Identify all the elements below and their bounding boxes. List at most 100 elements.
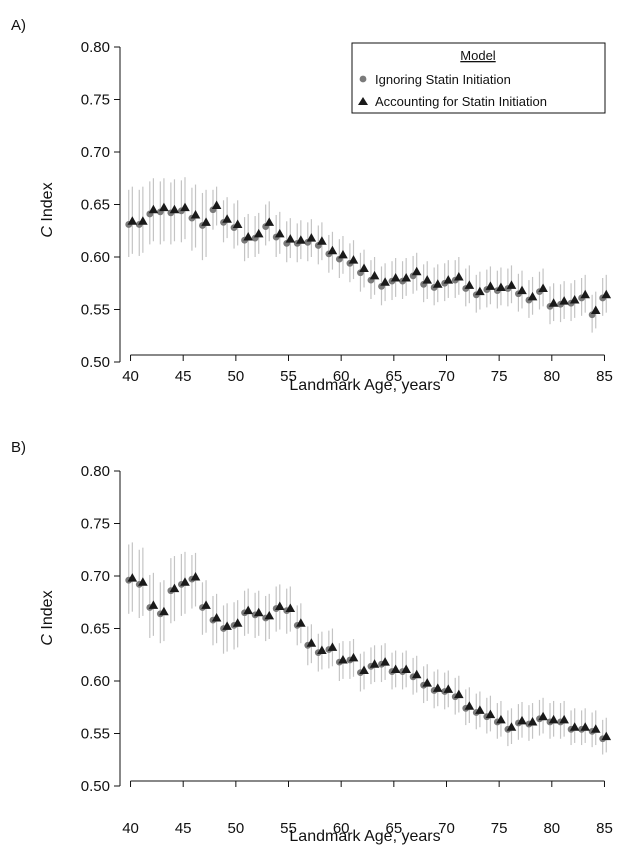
- legend-triangle-marker: [358, 97, 368, 105]
- data-point-triangle: [264, 610, 275, 620]
- data-point-triangle: [506, 280, 517, 289]
- x-tick-label: 85: [596, 820, 613, 837]
- y-tick-label: 0.65: [81, 621, 110, 638]
- x-tick-label: 50: [228, 368, 245, 385]
- data-point-triangle: [348, 255, 359, 264]
- data-point-triangle: [506, 722, 517, 731]
- data-point-triangle: [306, 233, 317, 242]
- data-point-triangle: [253, 607, 264, 617]
- data-point-triangle: [590, 305, 601, 315]
- data-point-triangle: [422, 678, 433, 687]
- data-point-triangle: [496, 714, 506, 724]
- data-point-triangle: [274, 228, 285, 238]
- data-point-triangle: [517, 285, 527, 295]
- x-tick-label: 45: [175, 820, 192, 837]
- y-tick-label: 0.75: [81, 516, 110, 533]
- data-point-triangle: [475, 705, 485, 714]
- x-tick-label: 85: [596, 368, 613, 385]
- data-point-triangle: [127, 573, 138, 582]
- data-point-triangle: [485, 709, 496, 719]
- data-point-triangle: [285, 603, 296, 613]
- data-point-triangle: [496, 282, 506, 291]
- data-point-triangle: [180, 577, 190, 586]
- y-axis-title-a: C Index: [39, 182, 56, 237]
- data-point-triangle: [443, 275, 454, 284]
- data-point-triangle: [138, 577, 148, 586]
- data-point-triangle: [369, 659, 380, 668]
- data-point-triangle: [454, 689, 464, 699]
- y-tick-label: 0.60: [81, 673, 110, 690]
- data-point-triangle: [127, 216, 138, 225]
- legend-label-accounting: Accounting for Statin Initiation: [375, 94, 547, 109]
- panel-a: A) C Index Landmark Age, years Model Ign…: [11, 17, 613, 394]
- y-tick-label: 0.70: [81, 144, 110, 161]
- x-tick-label: 80: [543, 368, 560, 385]
- y-tick-label: 0.55: [81, 302, 110, 319]
- x-tick-label: 60: [333, 820, 350, 837]
- x-tick-label: 70: [438, 820, 455, 837]
- x-tick-label: 55: [280, 368, 297, 385]
- x-axis-title-b: Landmark Age, years: [289, 828, 440, 845]
- data-point-triangle: [180, 202, 190, 212]
- data-point-triangle: [390, 664, 401, 673]
- data-point-triangle: [475, 286, 485, 296]
- x-tick-label: 80: [543, 820, 560, 837]
- data-point-triangle: [401, 664, 411, 673]
- data-point-triangle: [264, 217, 275, 226]
- data-point-triangle: [369, 270, 380, 280]
- data-point-triangle: [401, 273, 411, 282]
- panel-label-a: A): [11, 17, 26, 34]
- data-point-triangle: [190, 210, 201, 219]
- x-axis-title-a: Landmark Age, years: [289, 377, 440, 394]
- x-tick-label: 60: [333, 368, 350, 385]
- data-point-triangle: [569, 295, 580, 304]
- data-point-triangle: [359, 263, 369, 273]
- x-tick-label: 40: [122, 368, 139, 385]
- x-tick-label: 65: [385, 820, 402, 837]
- data-point-triangle: [306, 638, 317, 647]
- data-point-triangle: [285, 234, 296, 243]
- data-point-triangle: [548, 298, 559, 307]
- data-point-triangle: [517, 715, 527, 725]
- data-point-triangle: [159, 606, 169, 616]
- data-point-triangle: [485, 281, 496, 290]
- data-point-triangle: [296, 618, 306, 627]
- x-tick-label: 40: [122, 820, 139, 837]
- data-point-triangle: [559, 714, 569, 724]
- y-tick-label: 0.75: [81, 92, 110, 109]
- data-point-triangle: [253, 228, 264, 238]
- data-point-triangle: [411, 266, 422, 276]
- data-point-triangle: [211, 613, 222, 622]
- legend-box: [351, 42, 606, 114]
- data-point-triangle: [317, 236, 327, 245]
- data-point-triangle: [348, 652, 359, 662]
- x-tick-label: 55: [280, 820, 297, 837]
- y-tick-label: 0.50: [81, 354, 110, 371]
- data-point-triangle: [601, 731, 612, 741]
- data-point-triangle: [190, 572, 201, 581]
- data-point-triangle: [548, 714, 559, 724]
- data-point-triangle: [274, 601, 285, 610]
- panel-b: B) C Index Landmark Age, years 0.50 0.55 0…: [11, 439, 613, 845]
- x-tick-label: 75: [491, 368, 508, 385]
- data-point-triangle: [380, 277, 390, 286]
- data-point-triangle: [454, 271, 464, 281]
- data-point-triangle: [232, 618, 243, 627]
- y-tick-label: 0.60: [81, 249, 110, 266]
- data-point-triangle: [464, 280, 475, 289]
- data-point-triangle: [201, 217, 211, 226]
- y-tick-label: 0.55: [81, 726, 110, 743]
- data-point-triangle: [222, 214, 232, 223]
- data-point-triangle: [411, 669, 422, 679]
- data-point-triangle: [527, 291, 538, 301]
- data-point-triangle: [243, 605, 253, 615]
- data-point-triangle: [464, 701, 475, 710]
- data-point-triangle: [327, 642, 338, 651]
- y-tick-label: 0.65: [81, 197, 110, 214]
- data-point-triangle: [327, 245, 338, 255]
- x-tick-label: 65: [385, 368, 402, 385]
- data-point-triangle: [159, 202, 169, 212]
- data-point-triangle: [538, 711, 548, 721]
- data-point-triangle: [422, 275, 433, 284]
